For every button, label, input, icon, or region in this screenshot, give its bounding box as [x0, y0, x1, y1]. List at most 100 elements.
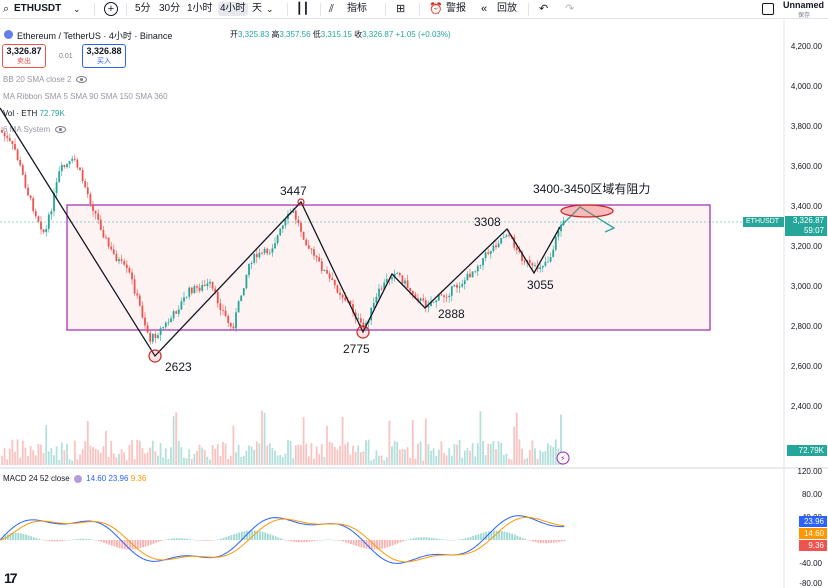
indicator-ma-system[interactable]: 6 MA System	[3, 125, 67, 134]
volume-bar	[541, 451, 544, 465]
candle-body	[294, 210, 297, 220]
volume-bar	[430, 450, 432, 465]
candle-body	[32, 198, 35, 212]
candle-body	[172, 311, 175, 319]
chevron-down-icon[interactable]: ⌄	[266, 4, 274, 14]
search-icon[interactable]: ⌕	[3, 3, 10, 15]
resistance-zone	[66, 204, 711, 331]
macd-histogram-bar	[339, 540, 342, 541]
macd-histogram-bar	[87, 539, 90, 540]
candle-body	[466, 273, 469, 281]
candle-body	[19, 160, 22, 166]
candle-body	[53, 193, 55, 212]
candles-icon[interactable]: ┃┃	[296, 3, 310, 15]
candle-body	[102, 230, 105, 238]
volume-bar	[554, 439, 557, 465]
candle-body	[510, 235, 513, 238]
candle-body	[513, 237, 516, 248]
volume-bar	[539, 450, 542, 465]
macd-histogram-bar	[560, 540, 563, 542]
add-icon[interactable]: +	[104, 2, 118, 16]
candle-body	[99, 219, 102, 231]
macd-histogram-bar	[131, 540, 134, 550]
replay-icon[interactable]: «	[481, 3, 488, 15]
volume-bar	[37, 444, 40, 465]
volume-bar	[474, 456, 477, 465]
volume-bar	[190, 459, 193, 465]
high-value: 3,357.56	[279, 30, 311, 39]
macd-histogram-bar	[443, 539, 446, 541]
candle-body	[8, 137, 11, 141]
timeframe-30m[interactable]: 30分	[159, 3, 181, 14]
undo-icon[interactable]: ↶	[539, 3, 549, 15]
wave-line	[0, 107, 561, 358]
candle-body	[541, 265, 544, 268]
layout-icon[interactable]	[762, 3, 774, 15]
volume-bar	[115, 457, 118, 465]
volume-bar	[112, 453, 115, 465]
volume-bar	[391, 446, 393, 465]
symbol-button[interactable]: ETHUSDT	[14, 3, 62, 14]
chevron-down-icon[interactable]: ⌄	[73, 4, 81, 14]
tradingview-logo: 17	[4, 570, 18, 586]
volume-bar	[58, 460, 61, 465]
macd-histogram-bar	[454, 539, 456, 541]
candle-body	[245, 274, 248, 289]
timeframe-4h[interactable]: 4小时	[218, 2, 248, 16]
volume-bar	[105, 430, 107, 465]
templates-icon[interactable]: ⊞	[396, 3, 406, 15]
candle-body	[71, 158, 74, 161]
macd-histogram-bar	[204, 540, 207, 541]
macd-histogram-bar	[503, 531, 506, 540]
macd-histogram-bar	[313, 540, 316, 541]
replay-button[interactable]: 回放	[497, 3, 517, 14]
volume-bar	[326, 425, 328, 465]
volume-bar	[463, 450, 466, 465]
macd-histogram-bar	[61, 540, 64, 542]
candle-body	[55, 181, 58, 194]
indicators-button[interactable]: 指标	[347, 3, 367, 14]
timeframe-1h[interactable]: 1小时	[187, 3, 213, 14]
candle-body	[66, 164, 68, 168]
candle-body	[34, 211, 37, 217]
eye-icon[interactable]	[76, 76, 88, 84]
candle-body	[549, 257, 552, 262]
candle-body	[344, 297, 347, 301]
resistance-ellipse	[560, 204, 614, 218]
redo-icon[interactable]: ↷	[565, 3, 575, 15]
profile-name[interactable]: Unnamed	[783, 0, 825, 10]
macd-histogram-bar	[469, 536, 472, 540]
sell-button[interactable]: 3,326.87 卖出	[2, 44, 46, 68]
macd-settings-icon[interactable]	[73, 474, 82, 483]
candle-body	[461, 284, 464, 287]
indicators-icon[interactable]: ⫽	[329, 3, 334, 15]
macd-histogram-bar	[32, 537, 35, 540]
macd-histogram-bar	[279, 538, 282, 540]
macd-histogram-bar	[417, 537, 420, 540]
volume-bar	[333, 446, 336, 465]
macd-histogram-bar	[485, 531, 488, 540]
candle-body	[21, 165, 24, 175]
eye-icon[interactable]	[55, 126, 67, 134]
candle-body	[162, 327, 165, 329]
macd-histogram-bar	[1, 537, 4, 540]
indicator-volume[interactable]: Vol · ETH 72.79K	[3, 109, 65, 118]
candle-body	[206, 283, 209, 286]
macd-histogram-bar	[409, 538, 412, 540]
alert-icon[interactable]: ⏰	[429, 3, 443, 15]
volume-bar	[383, 460, 386, 465]
candle-body	[489, 250, 492, 254]
candle-body	[502, 237, 505, 238]
buy-button[interactable]: 3,326.88 买入	[82, 44, 126, 68]
macd-histogram-bar	[547, 540, 550, 544]
macd-legend[interactable]: MACD 24 52 close 14.60 23.96 9.36	[3, 474, 146, 483]
timeframe-5m[interactable]: 5分	[135, 3, 151, 14]
alert-button[interactable]: 警报	[446, 3, 466, 14]
indicator-bb[interactable]: BB 20 SMA close 2	[3, 75, 88, 84]
timeframe-1d[interactable]: 天	[252, 3, 262, 14]
volume-bar	[154, 451, 157, 465]
macd-histogram-bar	[118, 540, 121, 549]
macd-histogram-bar	[121, 540, 124, 549]
indicator-ma-ribbon[interactable]: MA Ribbon SMA 5 SMA 90 SMA 150 SMA 360	[3, 92, 168, 101]
